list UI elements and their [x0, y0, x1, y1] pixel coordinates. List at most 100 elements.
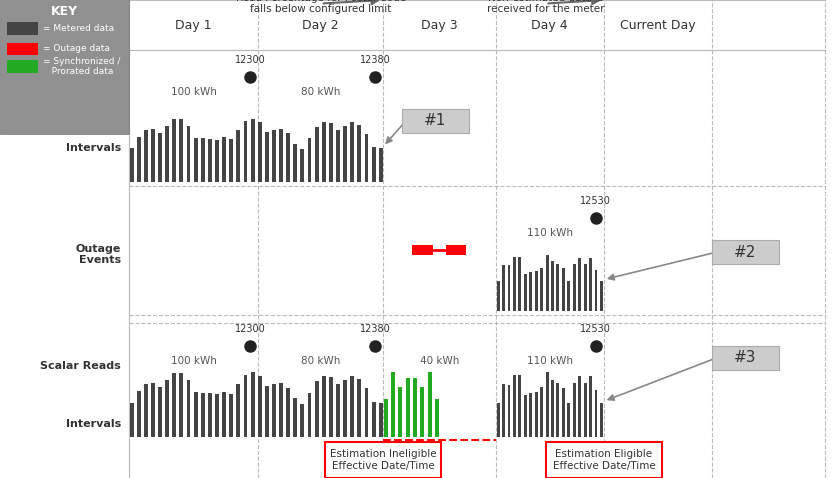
Bar	[540, 387, 543, 437]
Bar	[251, 372, 255, 437]
Bar	[158, 387, 162, 437]
Text: Scalar Reads: Scalar Reads	[40, 83, 121, 93]
Bar	[413, 378, 416, 437]
Bar	[301, 149, 304, 182]
Bar	[293, 398, 297, 437]
Text: 40 kWh: 40 kWh	[420, 356, 459, 366]
Text: Estimation Eligible
Effective Date/Time: Estimation Eligible Effective Date/Time	[552, 449, 656, 471]
Text: Estimation Ineligible
Effective Date/Time: Estimation Ineligible Effective Date/Tim…	[330, 449, 436, 471]
FancyBboxPatch shape	[7, 60, 38, 73]
Bar	[130, 149, 133, 182]
Bar	[237, 130, 240, 182]
Bar	[595, 270, 597, 311]
Bar	[279, 383, 283, 437]
Bar	[496, 281, 500, 311]
Bar	[435, 399, 439, 437]
Bar	[551, 261, 554, 311]
Text: = Synchronized /
   Prorated data: = Synchronized / Prorated data	[43, 57, 121, 76]
Text: #1: #1	[424, 113, 446, 128]
Text: 100 kWh: 100 kWh	[171, 356, 217, 366]
FancyBboxPatch shape	[546, 442, 662, 478]
Bar	[179, 373, 183, 437]
Bar	[243, 121, 247, 182]
Text: 110 kWh: 110 kWh	[526, 228, 573, 238]
Bar	[518, 257, 521, 311]
Bar	[315, 127, 318, 182]
Bar	[201, 393, 205, 437]
Bar	[421, 387, 424, 437]
Bar	[222, 138, 226, 182]
Bar	[562, 269, 565, 311]
Text: 80 kWh: 80 kWh	[301, 356, 341, 366]
Text: KEY: KEY	[51, 5, 78, 19]
Bar	[372, 147, 376, 182]
Bar	[336, 130, 340, 182]
Bar	[165, 126, 169, 182]
Bar	[201, 138, 205, 182]
Bar	[350, 122, 354, 182]
Bar	[584, 383, 586, 437]
Bar	[567, 403, 571, 437]
Bar	[287, 133, 290, 182]
Bar	[265, 131, 269, 182]
Bar	[507, 385, 511, 437]
Text: 12380: 12380	[360, 324, 390, 334]
Bar	[279, 129, 283, 182]
FancyBboxPatch shape	[7, 22, 38, 35]
Bar	[215, 140, 219, 182]
Bar	[350, 376, 354, 437]
Bar	[507, 265, 511, 311]
Bar	[556, 264, 560, 311]
Bar	[257, 122, 262, 182]
Bar	[165, 380, 169, 437]
Bar	[372, 402, 376, 437]
Bar	[365, 388, 368, 437]
Bar	[589, 376, 592, 437]
Bar	[446, 245, 466, 254]
Bar	[151, 129, 155, 182]
Bar	[535, 391, 537, 437]
Bar	[546, 372, 549, 437]
Bar	[584, 264, 586, 311]
Bar	[237, 384, 240, 437]
Bar	[137, 391, 141, 437]
Text: 12380: 12380	[360, 55, 390, 65]
Text: Day 4: Day 4	[531, 19, 568, 32]
Text: Day 1: Day 1	[175, 19, 212, 32]
Bar	[535, 272, 537, 311]
Bar	[513, 257, 516, 311]
Bar	[329, 123, 333, 182]
Bar	[496, 403, 500, 437]
FancyBboxPatch shape	[712, 346, 779, 370]
Bar	[365, 134, 368, 182]
Bar	[187, 380, 191, 437]
Bar	[329, 377, 333, 437]
Bar	[307, 393, 312, 437]
Bar	[307, 138, 312, 182]
Text: Current Day: Current Day	[621, 19, 696, 32]
Text: #3: #3	[734, 350, 757, 365]
Text: Intervals: Intervals	[66, 143, 121, 153]
Bar	[272, 384, 276, 437]
Text: 12300: 12300	[235, 324, 265, 334]
Bar	[595, 390, 597, 437]
FancyBboxPatch shape	[325, 442, 441, 478]
Bar	[315, 381, 318, 437]
Text: Day 3: Day 3	[421, 19, 457, 32]
Text: = Outage data: = Outage data	[43, 44, 110, 53]
Bar	[556, 383, 560, 437]
Bar	[589, 258, 592, 311]
Bar	[391, 372, 395, 437]
Bar	[172, 373, 177, 437]
Bar	[379, 403, 382, 437]
Bar	[406, 378, 410, 437]
Bar	[546, 255, 549, 311]
Bar	[562, 388, 565, 437]
Bar	[208, 393, 212, 437]
Bar	[272, 130, 276, 182]
FancyBboxPatch shape	[712, 240, 779, 264]
Text: Intervals: Intervals	[66, 419, 121, 429]
Text: 80 kWh: 80 kWh	[301, 87, 341, 97]
Text: #2: #2	[735, 245, 756, 260]
Bar	[336, 384, 340, 437]
